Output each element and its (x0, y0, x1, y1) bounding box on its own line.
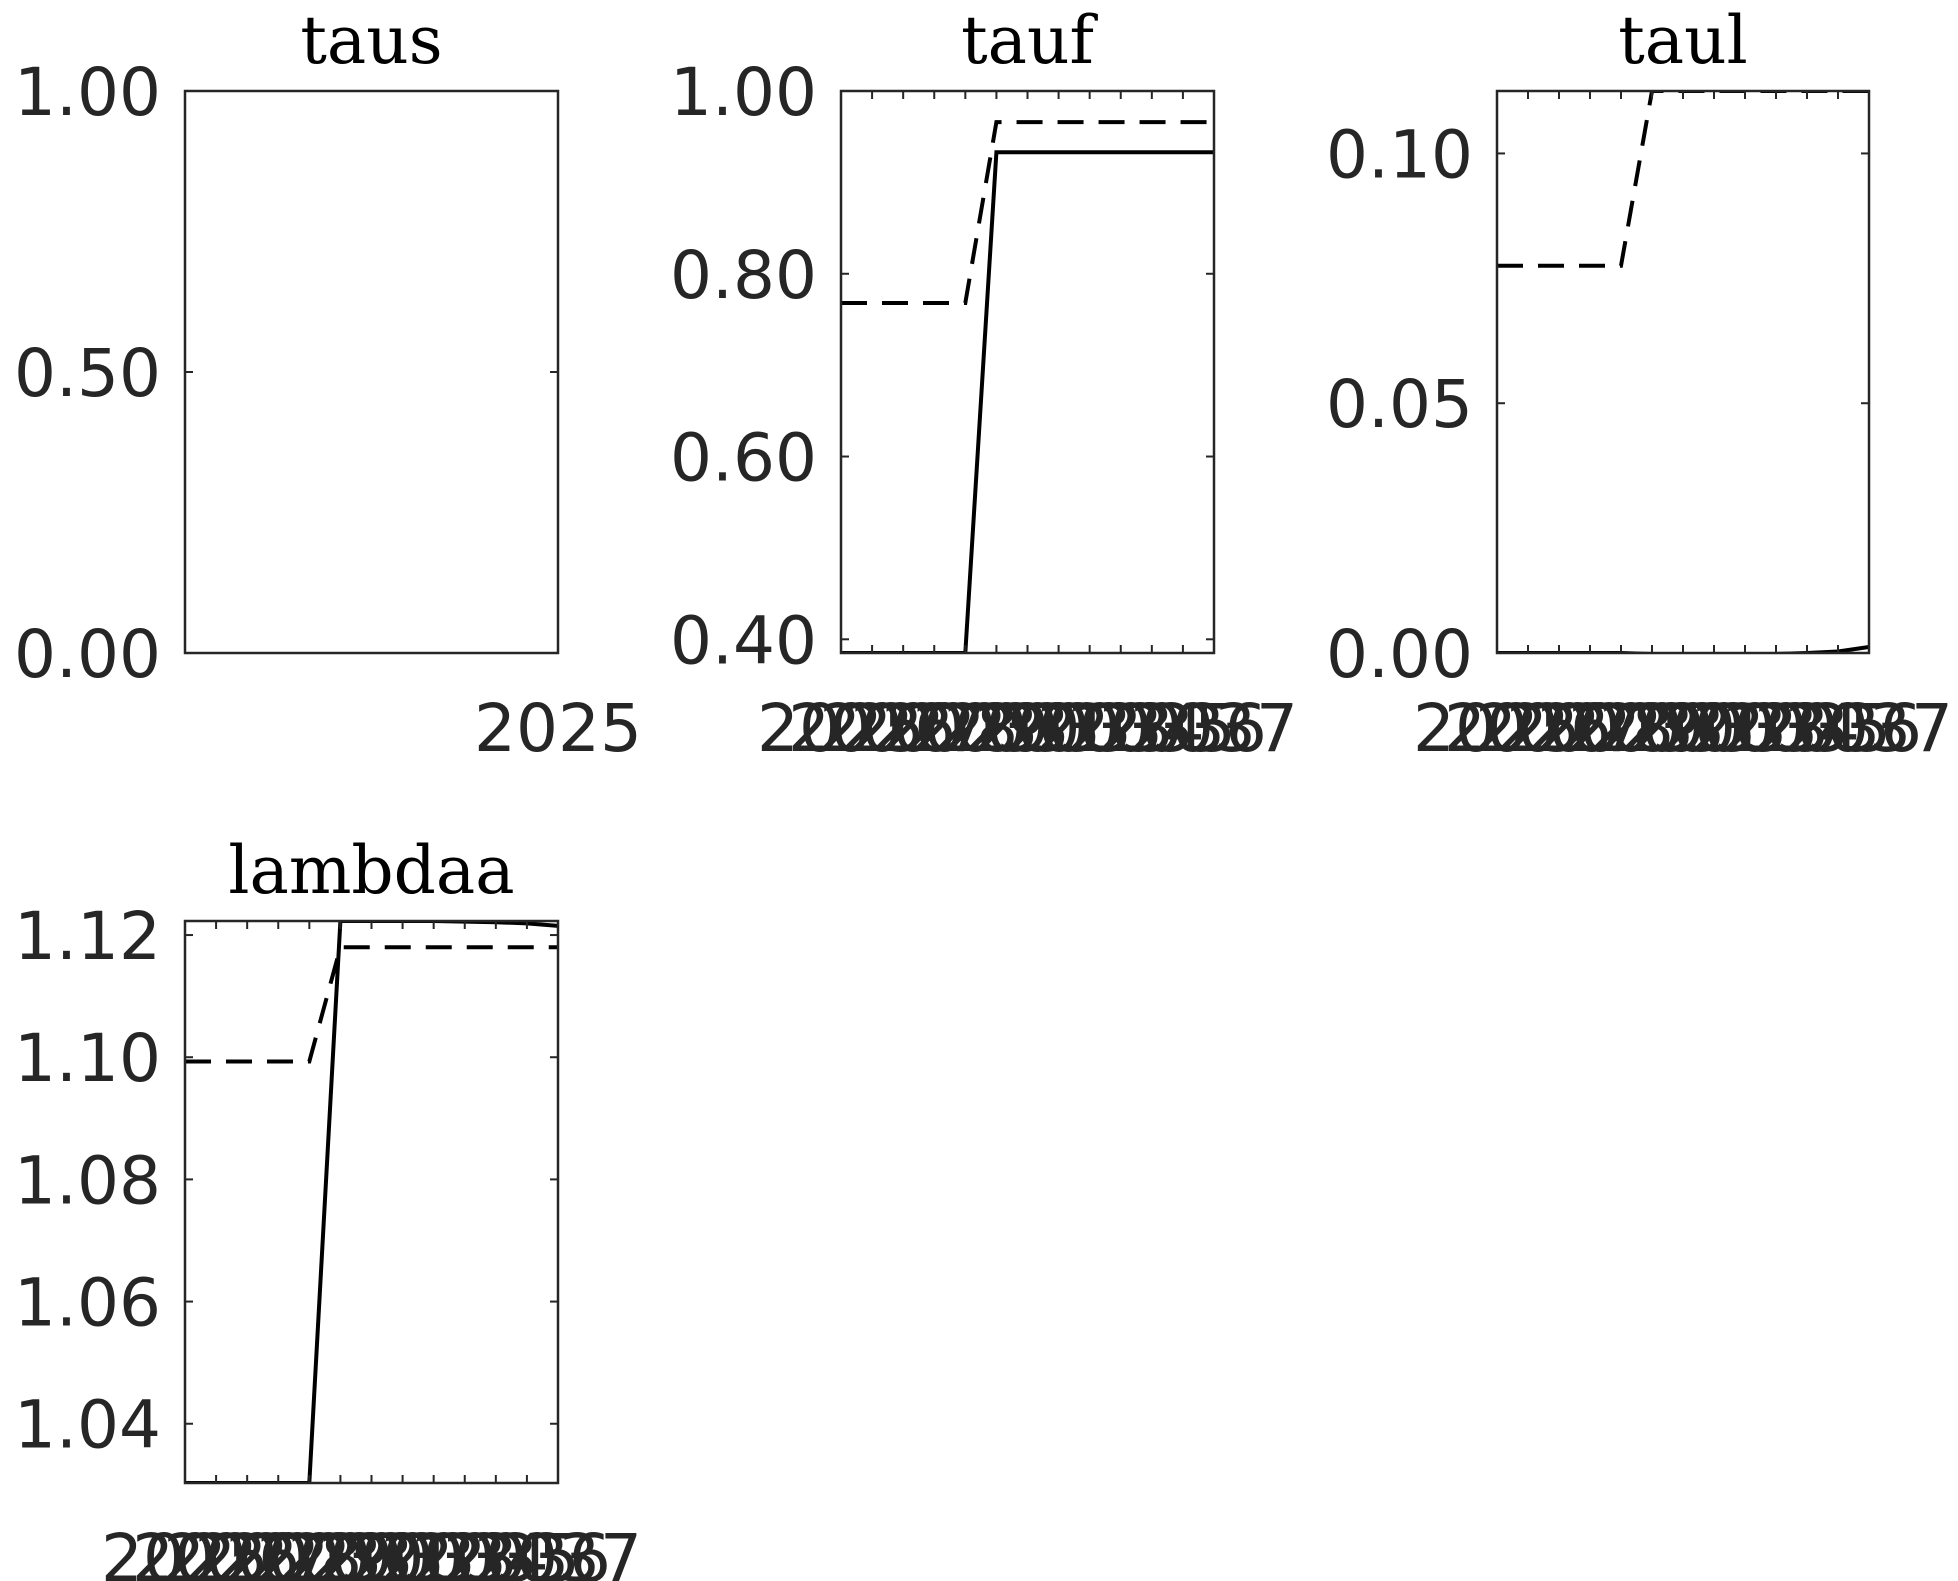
y-tick-label: 1.00 (14, 54, 161, 131)
y-tick-label: 0.10 (1326, 116, 1473, 193)
x-tick-label: 2029 (225, 1520, 393, 1581)
x-tick-label: 2031 (944, 690, 1112, 767)
x-tick-label: 2032 (319, 1520, 487, 1581)
axes-box (183, 919, 560, 1485)
panel-title: tauf (961, 2, 1098, 79)
panel-title: lambdaa (228, 832, 514, 909)
x-tick-label: 2029 (1537, 690, 1705, 767)
x-tick-label: 2033 (1661, 690, 1829, 767)
x-tick-label: 2028 (194, 1520, 362, 1581)
y-tick-label: 1.00 (670, 54, 817, 131)
series-line-dashed (1497, 91, 1869, 268)
y-tick-label: 0.40 (670, 602, 817, 679)
y-tick-label: 1.12 (14, 898, 161, 975)
x-tick-label: 2036 (1754, 690, 1922, 767)
axes-box (839, 89, 1216, 655)
series-line-solid (841, 150, 1214, 653)
x-tick-label: 2025 (474, 690, 642, 767)
x-tick-label: 2037 (474, 1520, 642, 1581)
panel-taul: taul 0.00 0.05 0.10 202520262027202820292030… (1326, 2, 1953, 767)
panel-title: taul (1618, 2, 1748, 79)
x-tick-label: 2025 (101, 1520, 269, 1581)
y-tick-label: 1.06 (14, 1265, 161, 1342)
y-tick-label: 0.00 (14, 616, 161, 693)
panel-lambdaa: lambdaa1.041.061.081.101.122025202620272… (14, 832, 642, 1581)
x-tick-label: 2036 (1099, 690, 1267, 767)
y-tick-label: 1.04 (14, 1387, 161, 1464)
y-tick-label: 1.10 (14, 1020, 161, 1097)
y-tick-label: 0.00 (1326, 616, 1473, 693)
panel-tauf: tauf 0.40 0.60 0.80 1.00 20252026202720282029… (670, 2, 1298, 767)
x-tick-label: 2033 (1006, 690, 1174, 767)
x-tick-label: 2032 (975, 690, 1143, 767)
x-tick-label: 2036 (443, 1520, 611, 1581)
y-tick-label: 0.60 (670, 420, 817, 497)
x-tick-label: 2027 (819, 690, 987, 767)
x-tick-label: 2025 (757, 690, 925, 767)
x-tick-label: 2031 (288, 1520, 456, 1581)
x-tick-label: 2033 (350, 1520, 518, 1581)
y-tick-label: 0.05 (1326, 366, 1473, 443)
x-tick-label: 2032 (1630, 690, 1798, 767)
axes-box (183, 89, 560, 655)
series-line-solid (185, 921, 558, 1483)
x-tick-label: 2037 (1785, 690, 1953, 767)
x-tick-label: 2026 (132, 1520, 300, 1581)
panel-taus: taus 0.00 0.50 1.00 2025 (14, 2, 642, 767)
x-tick-label: 2027 (1475, 690, 1643, 767)
axes-box (1495, 89, 1871, 655)
x-tick-label: 2030 (256, 1520, 424, 1581)
panel-title: taus (300, 2, 442, 79)
x-tick-label: 2030 (912, 690, 1080, 767)
series-line-dashed (841, 120, 1214, 305)
x-tick-label: 2034 (1037, 690, 1205, 767)
x-tick-label: 2035 (1723, 690, 1891, 767)
x-tick-label: 2035 (412, 1520, 580, 1581)
x-tick-label: 2037 (1130, 690, 1298, 767)
y-tick-label: 1.08 (14, 1142, 161, 1219)
x-tick-label: 2027 (163, 1520, 331, 1581)
x-tick-label: 2028 (1506, 690, 1674, 767)
x-tick-label: 2034 (381, 1520, 549, 1581)
x-tick-label: 2030 (1568, 690, 1736, 767)
y-tick-label: 0.50 (14, 335, 161, 412)
x-tick-label: 2035 (1068, 690, 1236, 767)
series-line-dashed (185, 945, 558, 1064)
x-tick-label: 2026 (1444, 690, 1612, 767)
y-tick-label: 0.80 (670, 237, 817, 314)
x-tick-label: 2031 (1599, 690, 1767, 767)
x-tick-label: 2028 (850, 690, 1018, 767)
x-tick-label: 2026 (788, 690, 956, 767)
x-tick-label: 2025 (1413, 690, 1581, 767)
x-tick-label: 2029 (881, 690, 1049, 767)
x-tick-label: 2034 (1692, 690, 1860, 767)
